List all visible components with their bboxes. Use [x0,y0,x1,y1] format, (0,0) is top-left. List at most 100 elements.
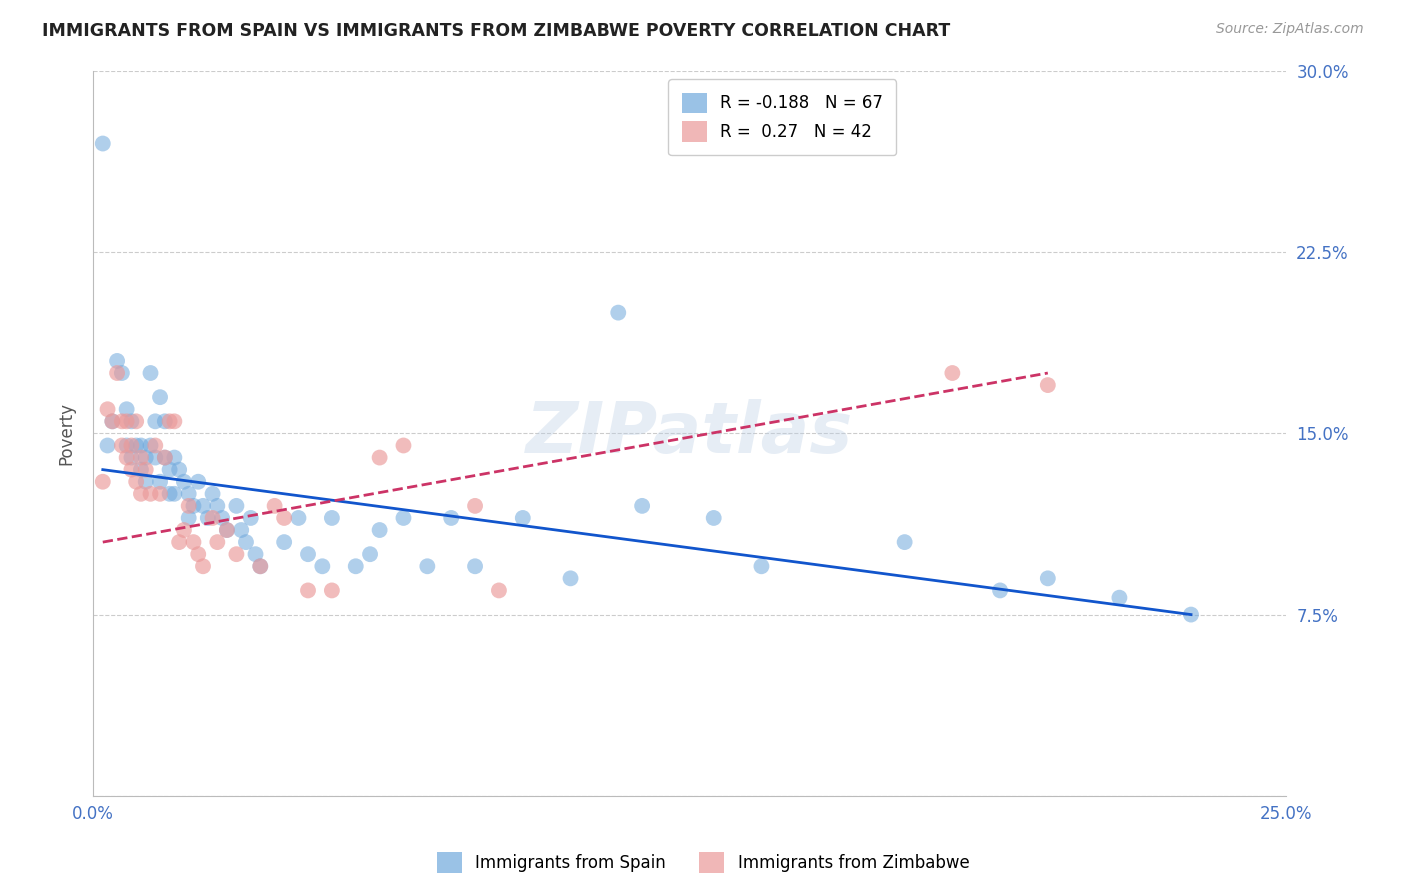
Point [129,450,152,465]
Point [245,547,267,561]
Point [187,547,209,561]
Point [893,535,915,549]
Legend: R = -0.188   N = 67, R =  0.27   N = 42: R = -0.188 N = 67, R = 0.27 N = 42 [668,79,896,155]
Point [120,463,142,477]
Point [440,511,463,525]
Point [183,499,205,513]
Point [111,438,134,452]
Point [129,438,152,452]
Point [703,511,725,525]
Point [197,511,219,525]
Point [239,511,262,525]
Point [111,414,134,428]
Point [139,487,162,501]
Point [105,366,128,380]
Point [231,523,253,537]
Point [344,559,367,574]
Point [111,366,134,380]
Point [135,475,157,489]
Point [297,547,319,561]
Text: ZIPatlas: ZIPatlas [526,399,853,468]
Point [287,511,309,525]
Point [1036,378,1059,392]
Point [101,414,124,428]
Point [167,463,190,477]
Point [115,438,138,452]
Point [211,511,233,525]
Point [207,535,229,549]
Point [163,414,186,428]
Point [488,583,510,598]
Point [177,499,200,513]
Point [139,438,162,452]
Point [187,475,209,489]
Point [297,583,319,598]
Point [139,366,162,380]
Point [96,438,118,452]
Point [225,499,247,513]
Point [125,438,148,452]
Point [988,583,1011,598]
Point [96,402,118,417]
Point [191,499,214,513]
Point [115,450,138,465]
Point [321,583,343,598]
Point [207,499,229,513]
Point [941,366,963,380]
Point [143,438,166,452]
Point [91,136,114,151]
Point [153,414,176,428]
Point [129,463,152,477]
Point [392,511,415,525]
Point [273,535,295,549]
Point [321,511,343,525]
Point [149,475,172,489]
Point [135,463,157,477]
Point [163,487,186,501]
Point [143,414,166,428]
Point [105,354,128,368]
Legend: Immigrants from Spain, Immigrants from Zimbabwe: Immigrants from Spain, Immigrants from Z… [430,846,976,880]
Point [560,571,582,585]
Point [125,414,148,428]
Point [1108,591,1130,605]
Point [177,511,200,525]
Point [201,487,224,501]
Point [125,475,148,489]
Point [173,475,195,489]
Point [167,535,190,549]
Point [215,523,238,537]
Point [416,559,439,574]
Point [159,463,181,477]
Point [359,547,381,561]
Point [201,511,224,525]
Point [159,487,181,501]
Point [159,414,181,428]
Point [183,535,205,549]
Point [607,305,630,319]
Point [191,559,214,574]
Point [120,450,142,465]
Y-axis label: Poverty: Poverty [58,402,75,465]
Point [91,475,114,489]
Point [1180,607,1202,622]
Point [751,559,773,574]
Point [368,450,391,465]
Point [135,450,157,465]
Point [129,487,152,501]
Point [1036,571,1059,585]
Point [215,523,238,537]
Point [368,523,391,537]
Point [273,511,295,525]
Point [115,414,138,428]
Point [225,547,247,561]
Point [120,438,142,452]
Point [149,487,172,501]
Point [143,450,166,465]
Point [177,487,200,501]
Point [392,438,415,452]
Point [120,414,142,428]
Point [153,450,176,465]
Point [464,559,486,574]
Point [311,559,333,574]
